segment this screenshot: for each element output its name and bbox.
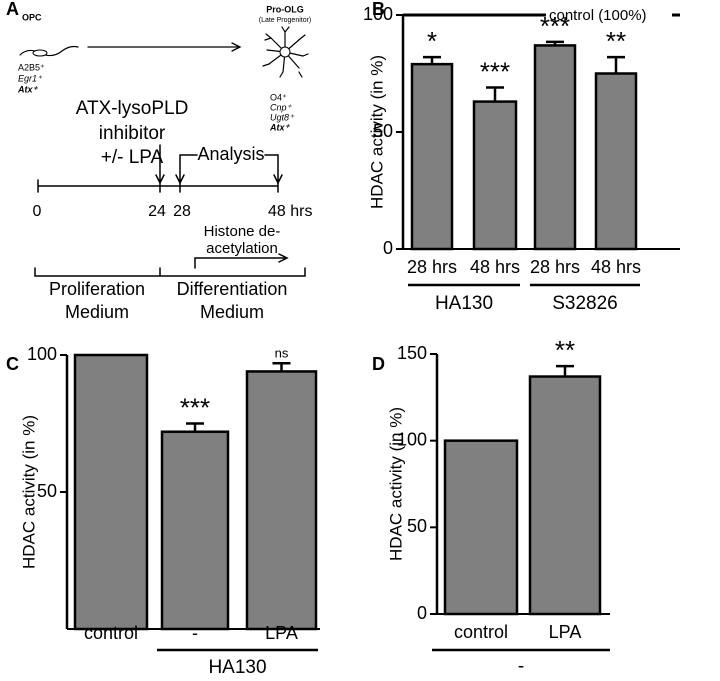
y-tick-label: 50 [407,516,427,536]
y-axis-label: HDAC activity (in %) [386,407,405,561]
treatment: inhibitor [99,123,166,144]
bar [443,439,519,616]
error-bar [486,86,504,102]
marker: Egr1⁺ [18,73,43,83]
panel-a: A OPC A2B5⁺ Egr1⁺ Atx⁺ Pro-OLG (Late Pro… [6,0,312,322]
group-label: S32826 [552,293,618,314]
y-tick-label: 0 [417,603,427,623]
category-label: LPA [265,623,298,643]
y-tick-label: 100 [397,429,427,449]
arrows [34,144,306,277]
marker: A2B5⁺ [18,62,45,72]
marker: Cnp⁺ [270,102,293,112]
time-label: 24 [148,203,166,220]
y-axis-label: HDAC activity (in %) [367,55,386,209]
bar [528,375,602,616]
significance: * [427,26,437,56]
marker: Atx⁺ [17,84,39,94]
treatment: +/- LPA [101,147,164,168]
bar [245,370,318,631]
medium: Medium [200,302,264,322]
category-label: LPA [549,622,582,642]
error-bar [272,361,291,372]
bar [472,100,518,251]
y-tick-label: 150 [397,343,427,363]
time-label: 0 [33,203,42,220]
category-label: 28 hrs [407,257,457,277]
category-label: control [84,623,138,643]
panel-letter: D [372,354,385,374]
opc-nucleus [32,49,48,57]
y-tick-label: 50 [37,481,57,501]
group-label: HA130 [435,293,493,314]
bar [73,353,149,631]
error-bar [546,40,564,46]
marker: O4⁺ [270,92,287,102]
deacetylation: acetylation [206,240,278,257]
bar [160,430,230,631]
y-tick-label: 50 [373,121,393,141]
marker: Atx⁺ [269,122,291,132]
category-label: control [454,622,508,642]
category-label: 28 hrs [530,257,580,277]
y-tick-label: 100 [363,4,393,24]
significance: ** [606,26,626,56]
opc-cell [19,45,79,57]
medium: Proliferation [49,279,145,299]
olg-nucleus [279,46,291,58]
treatment: ATX-lysoPLD [76,98,189,119]
panel-letter: A [6,0,19,19]
panel-letter: C [6,354,19,374]
time-label: 48 hrs [268,203,312,220]
analysis: Analysis [197,144,264,164]
medium: Differentiation [177,279,288,299]
significance: ns [275,346,289,361]
group-label: - [518,656,524,677]
deacetylation: Histone de- [204,223,281,240]
bar [594,72,638,251]
category-label: - [192,623,198,643]
y-axis-label: HDAC activity (in %) [19,415,38,569]
y-tick-label: 100 [27,344,57,364]
error-bar [186,422,204,432]
marker: Ugt8⁺ [270,112,295,122]
category-label: 48 hrs [591,257,641,277]
category-label: 48 hrs [470,257,520,277]
cell-name: Pro-OLG [266,4,304,14]
y-tick-label: 0 [383,238,393,258]
error-bar [556,364,574,377]
cell-name: OPC [22,12,42,22]
significance: *** [180,392,210,422]
error-bar [423,55,441,65]
bar [533,44,577,251]
panel-letter: B [372,0,385,19]
bar [410,62,454,251]
cell-subtitle: (Late Progenitor) [259,17,312,24]
error-bar [607,55,625,74]
arrowhead [231,42,242,52]
olg-cell [262,26,309,78]
medium: Medium [65,302,129,322]
reference-label: control (100%) [549,7,647,24]
significance: ** [555,335,575,365]
significance: *** [480,56,510,86]
group-label: HA130 [208,657,266,678]
time-label: 28 [173,203,191,220]
